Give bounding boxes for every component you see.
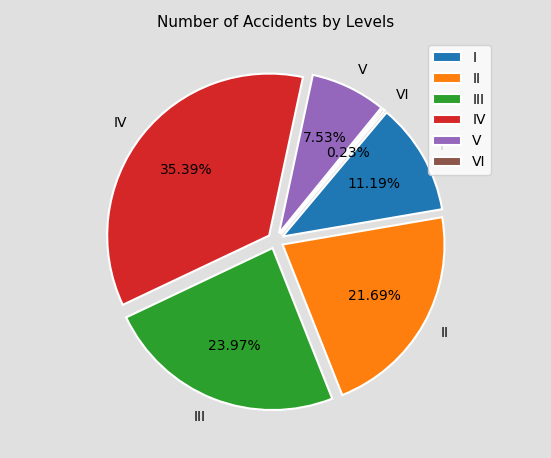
Text: 21.69%: 21.69% [348, 289, 401, 303]
Text: 0.23%: 0.23% [326, 146, 370, 160]
Text: 35.39%: 35.39% [160, 163, 213, 177]
Text: III: III [194, 410, 206, 424]
Text: 23.97%: 23.97% [208, 339, 260, 353]
Title: Number of Accidents by Levels: Number of Accidents by Levels [157, 15, 394, 30]
Text: I: I [440, 139, 444, 153]
Wedge shape [283, 113, 442, 236]
Text: IV: IV [114, 116, 127, 130]
Wedge shape [283, 217, 445, 395]
Text: 11.19%: 11.19% [347, 177, 401, 191]
Text: II: II [441, 327, 449, 340]
Wedge shape [280, 109, 385, 234]
Text: VI: VI [396, 87, 410, 102]
Wedge shape [107, 74, 303, 305]
Wedge shape [126, 248, 332, 410]
Legend: I, II, III, IV, V, VI: I, II, III, IV, V, VI [428, 45, 491, 175]
Text: V: V [358, 63, 367, 76]
Text: 7.53%: 7.53% [302, 131, 347, 145]
Wedge shape [279, 75, 381, 233]
